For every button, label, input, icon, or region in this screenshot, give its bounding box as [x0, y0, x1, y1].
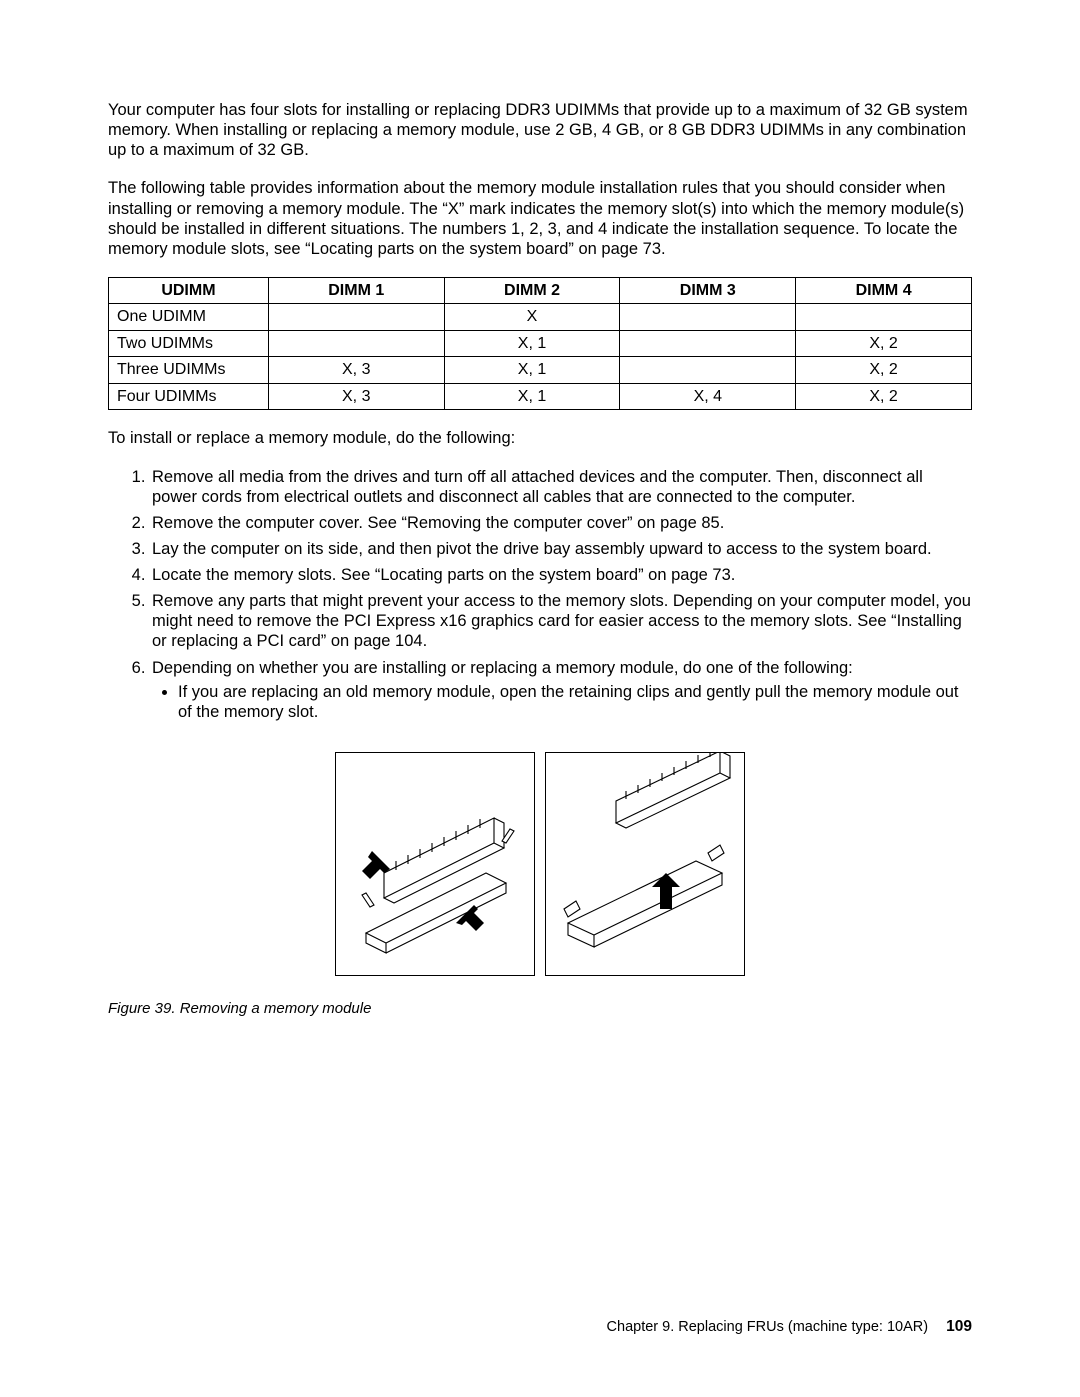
- install-steps-list: Remove all media from the drives and tur…: [108, 467, 972, 722]
- step-6-bullet-1: If you are replacing an old memory modul…: [178, 682, 972, 722]
- step-1: Remove all media from the drives and tur…: [150, 467, 972, 507]
- intro-paragraph-2: The following table provides information…: [108, 178, 972, 259]
- footer-chapter: Chapter 9. Replacing FRUs (machine type:…: [607, 1319, 929, 1335]
- dimm-install-table: UDIMM DIMM 1 DIMM 2 DIMM 3 DIMM 4 One UD…: [108, 277, 972, 411]
- table-row: Two UDIMMs X, 1 X, 2: [109, 330, 972, 357]
- cell: [268, 330, 444, 357]
- step-2: Remove the computer cover. See “Removing…: [150, 513, 972, 533]
- figure-panel-right: [545, 752, 745, 976]
- cell: [268, 304, 444, 331]
- step-6-text: Depending on whether you are installing …: [152, 659, 853, 677]
- cell: X, 2: [796, 383, 972, 410]
- th-udimm: UDIMM: [109, 277, 269, 304]
- cell: [620, 330, 796, 357]
- memory-remove-diagram-left: [336, 753, 534, 975]
- step-5: Remove any parts that might prevent your…: [150, 591, 972, 651]
- memory-remove-diagram-right: [546, 753, 744, 975]
- footer-page-number: 109: [946, 1318, 972, 1335]
- cell: X, 3: [268, 383, 444, 410]
- document-page: Your computer has four slots for install…: [0, 0, 1080, 1397]
- th-dimm3: DIMM 3: [620, 277, 796, 304]
- cell: [796, 304, 972, 331]
- page-footer: Chapter 9. Replacing FRUs (machine type:…: [607, 1318, 972, 1337]
- figure-caption: Figure 39. Removing a memory module: [108, 1000, 972, 1018]
- cell: Three UDIMMs: [109, 357, 269, 384]
- step-3: Lay the computer on its side, and then p…: [150, 539, 972, 559]
- table-row: One UDIMM X: [109, 304, 972, 331]
- step-6-sublist: If you are replacing an old memory modul…: [152, 682, 972, 722]
- table-header-row: UDIMM DIMM 1 DIMM 2 DIMM 3 DIMM 4: [109, 277, 972, 304]
- th-dimm1: DIMM 1: [268, 277, 444, 304]
- cell: X, 4: [620, 383, 796, 410]
- step-6: Depending on whether you are installing …: [150, 658, 972, 722]
- cell: [620, 357, 796, 384]
- cell: X, 2: [796, 330, 972, 357]
- cell: X, 2: [796, 357, 972, 384]
- cell: Two UDIMMs: [109, 330, 269, 357]
- cell: X, 3: [268, 357, 444, 384]
- cell: X, 1: [444, 357, 620, 384]
- th-dimm4: DIMM 4: [796, 277, 972, 304]
- cell: X, 1: [444, 330, 620, 357]
- table-row: Four UDIMMs X, 3 X, 1 X, 4 X, 2: [109, 383, 972, 410]
- th-dimm2: DIMM 2: [444, 277, 620, 304]
- figure-row: [108, 752, 972, 976]
- cell: Four UDIMMs: [109, 383, 269, 410]
- cell: X: [444, 304, 620, 331]
- steps-intro: To install or replace a memory module, d…: [108, 428, 972, 448]
- step-4: Locate the memory slots. See “Locating p…: [150, 565, 972, 585]
- cell: X, 1: [444, 383, 620, 410]
- cell: [620, 304, 796, 331]
- table-row: Three UDIMMs X, 3 X, 1 X, 2: [109, 357, 972, 384]
- figure-panel-left: [335, 752, 535, 976]
- intro-paragraph-1: Your computer has four slots for install…: [108, 100, 972, 160]
- cell: One UDIMM: [109, 304, 269, 331]
